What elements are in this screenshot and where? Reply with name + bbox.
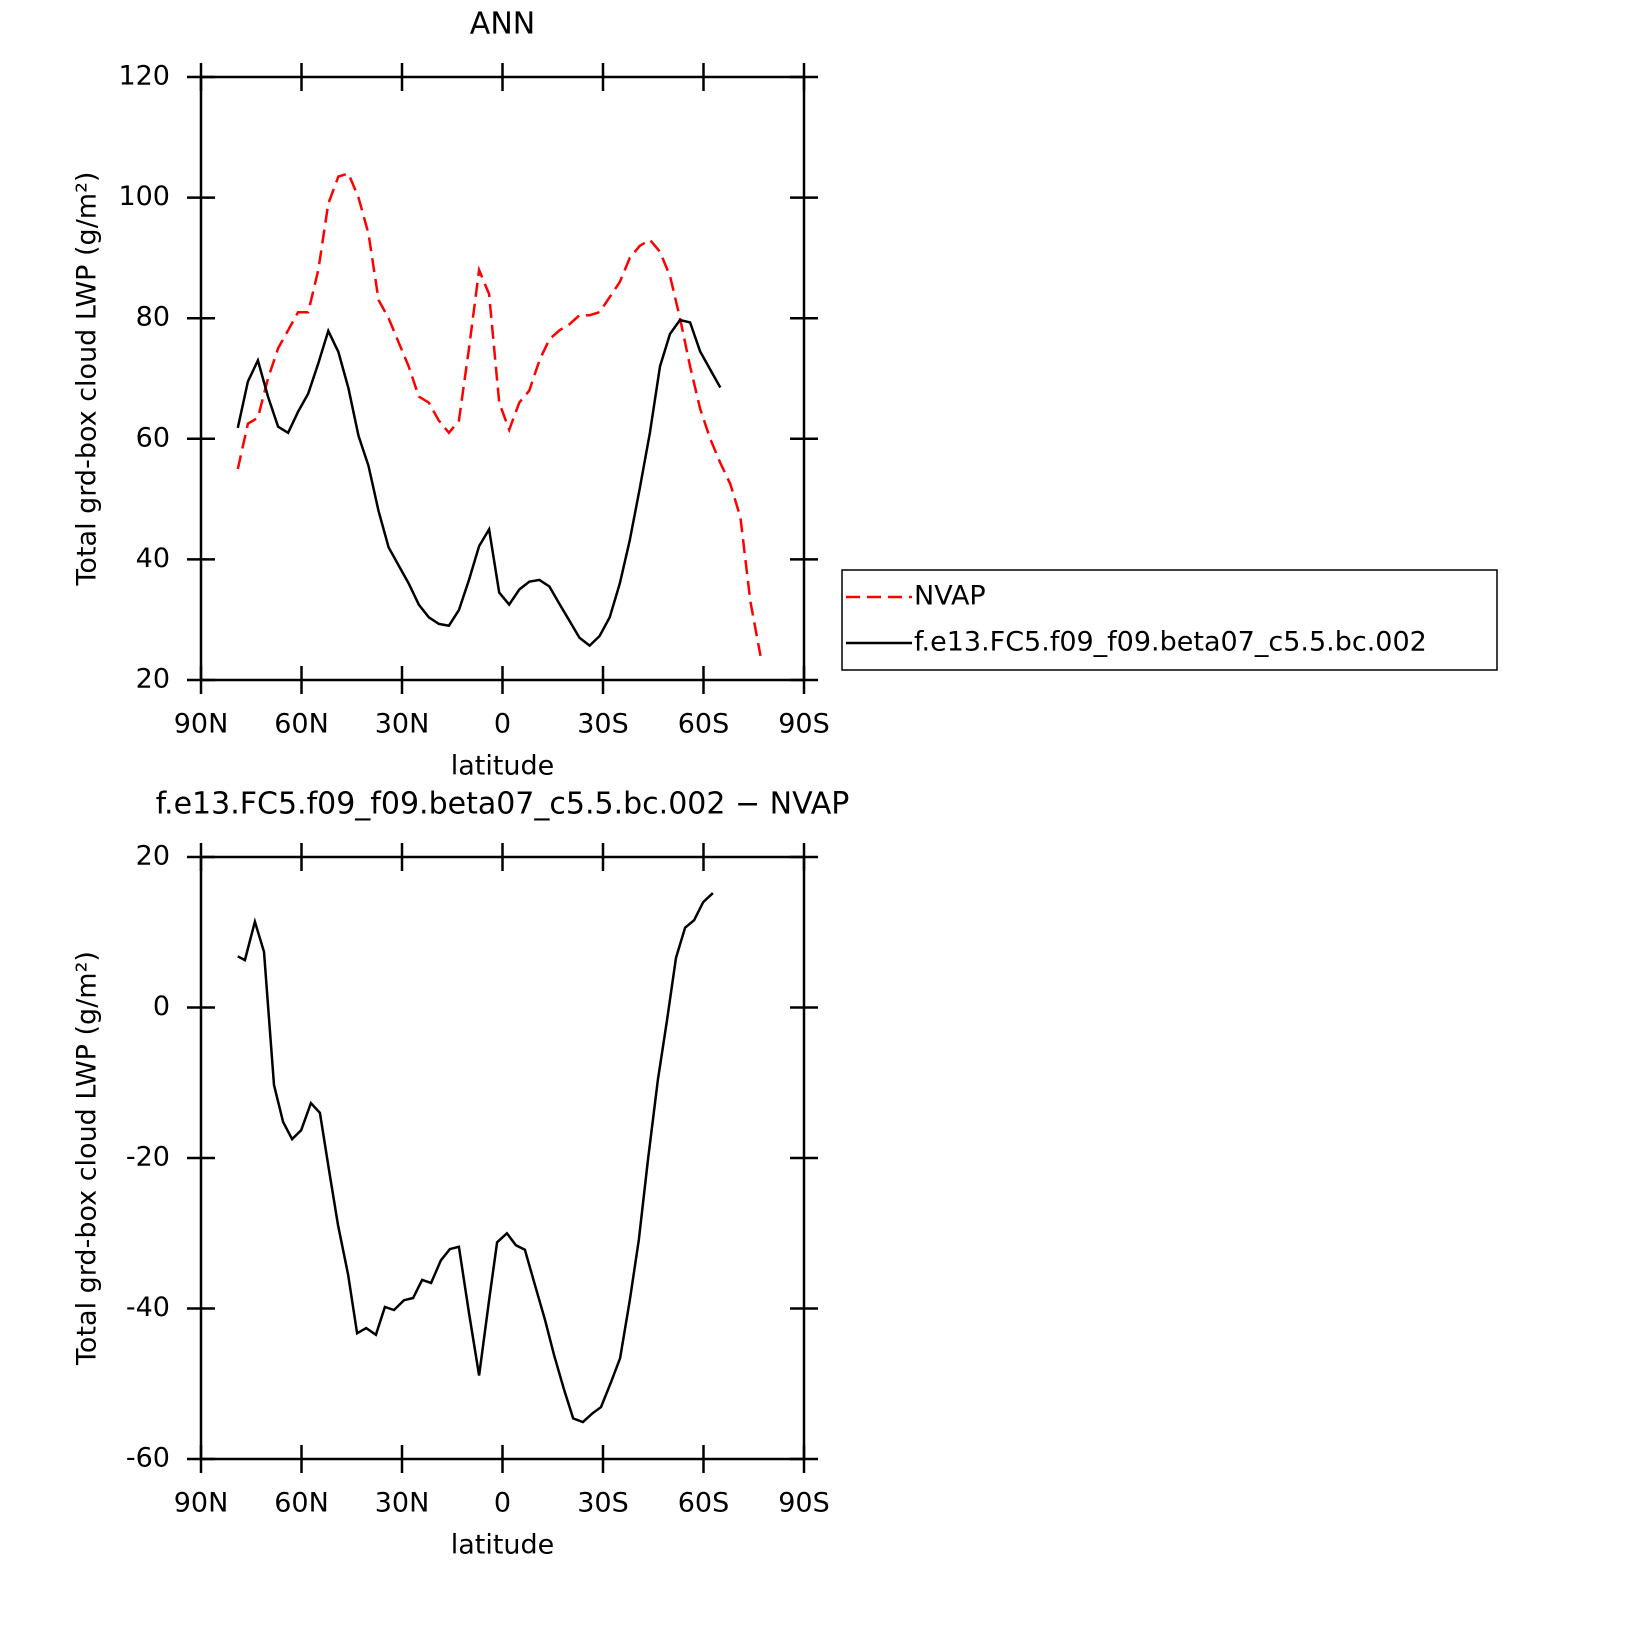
y-tick-label: -40	[126, 1292, 170, 1323]
legend-label: NVAP	[914, 581, 986, 612]
x-tick-label: 90N	[174, 709, 229, 740]
plot-frame	[199, 855, 806, 1461]
x-tick-label: 0	[494, 709, 511, 740]
series-line	[236, 318, 722, 648]
x-tick-label: 30N	[375, 709, 430, 740]
x-tick-label: 30N	[375, 1488, 430, 1519]
x-axis-label: latitude	[451, 1530, 555, 1561]
y-tick-label: 120	[118, 61, 170, 92]
y-tick-label: 40	[136, 543, 170, 574]
y-axis-label: Total grd-box cloud LWP (g/m²)	[72, 951, 103, 1366]
x-axis-label: latitude	[451, 751, 555, 782]
x-tick-label: 90N	[174, 1488, 229, 1519]
legend: NVAP f.e13.FC5.f09_f09.beta07_c5.5.bc.002	[841, 569, 1498, 671]
x-tick-label: 90S	[778, 1488, 830, 1519]
plot-frame	[199, 75, 806, 682]
x-tick-label: 0	[494, 1488, 511, 1519]
y-tick-label: 60	[136, 422, 170, 453]
legend-label: f.e13.FC5.f09_f09.beta07_c5.5.bc.002	[914, 627, 1427, 658]
series-line	[237, 892, 714, 1424]
y-tick-label: 100	[118, 181, 170, 212]
x-tick-label: 60N	[274, 709, 329, 740]
x-tick-label: 60S	[678, 709, 730, 740]
chart-title: ANN	[470, 7, 535, 42]
y-axis-label: Total grd-box cloud LWP (g/m²)	[72, 172, 103, 587]
y-tick-label: 0	[153, 991, 170, 1022]
y-tick-label: 80	[136, 302, 170, 333]
y-tick-label: -20	[126, 1142, 170, 1173]
x-tick-label: 30S	[577, 709, 629, 740]
y-tick-label: -60	[126, 1443, 170, 1474]
legend-box	[841, 569, 1498, 671]
x-tick-label: 90S	[778, 709, 830, 740]
x-tick-label: 60S	[678, 1488, 730, 1519]
y-tick-label: 20	[136, 664, 170, 695]
x-tick-label: 30S	[577, 1488, 629, 1519]
series-line	[236, 171, 762, 657]
x-tick-label: 60N	[274, 1488, 329, 1519]
chart-title: f.e13.FC5.f09_f09.beta07_c5.5.bc.002 − N…	[156, 787, 850, 822]
y-tick-label: 20	[136, 841, 170, 872]
